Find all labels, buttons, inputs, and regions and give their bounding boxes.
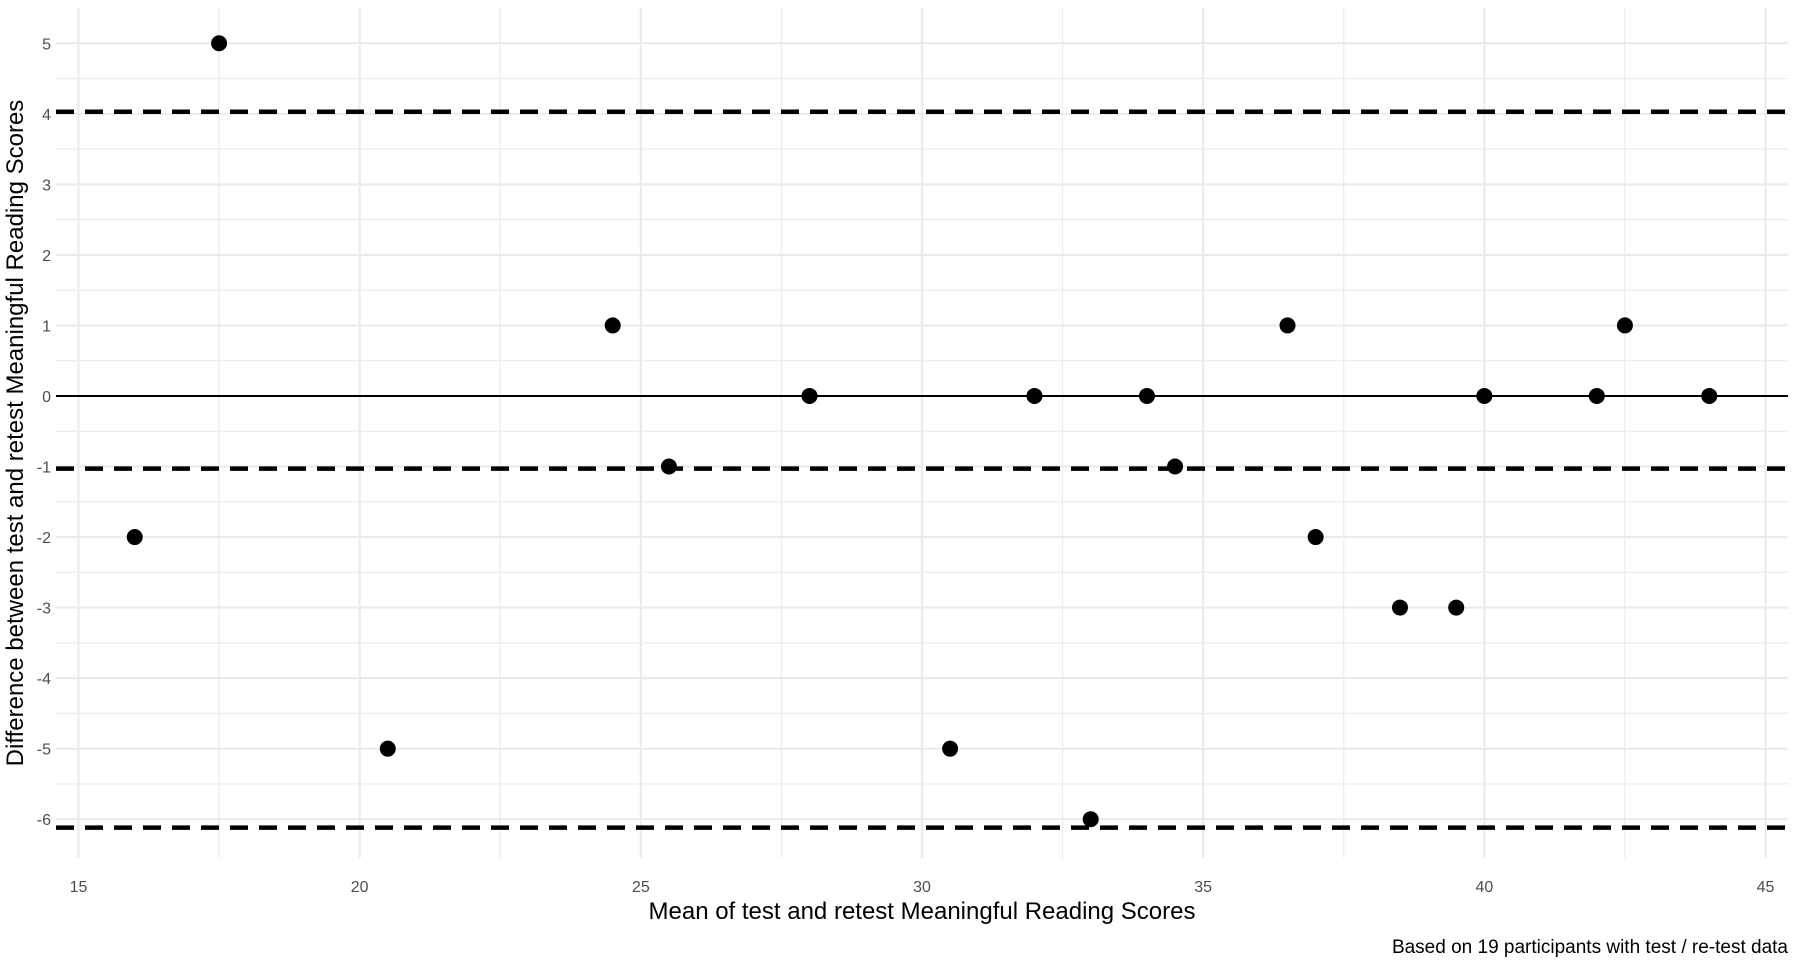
x-tick-label: 40 [1475,879,1493,896]
data-point [1391,599,1408,616]
y-tick-label: 0 [42,389,51,406]
data-point [1082,811,1099,828]
x-tick-label: 45 [1757,879,1775,896]
data-point [660,458,677,475]
y-tick-label: -5 [37,742,51,759]
x-tick-label: 25 [632,879,650,896]
y-tick-label: 1 [42,318,51,335]
data-point [604,317,621,334]
data-points [126,35,1718,828]
data-point [1138,387,1155,404]
data-point [1026,387,1043,404]
y-tick-label: -6 [37,812,51,829]
y-tick-label: -4 [37,671,51,688]
y-tick-label: -1 [37,460,51,477]
x-tick-label: 35 [1194,879,1212,896]
data-point [1616,317,1633,334]
y-tick-label: 4 [42,107,51,124]
data-point [1448,599,1465,616]
data-point [126,529,143,546]
x-tick-labels: 15 20 25 30 35 40 45 [70,879,1775,896]
x-tick-label: 20 [351,879,369,896]
y-tick-labels: 5 4 3 2 1 0 -1 -2 -3 -4 -5 -6 [37,36,51,829]
data-point [1588,387,1605,404]
chart-caption: Based on 19 participants with test / re-… [1392,937,1788,958]
data-point [1279,317,1296,334]
x-tick-label: 30 [913,879,931,896]
data-point [1476,387,1493,404]
data-point [1701,387,1718,404]
y-tick-label: 3 [42,177,51,194]
x-axis-title: Mean of test and retest Meaningful Readi… [649,898,1196,925]
y-tick-label: -3 [37,601,51,618]
reference-lines [56,109,1788,830]
y-axis-title: Difference between test and retest Meani… [2,100,29,767]
y-tick-label: -2 [37,530,51,547]
y-tick-label: 2 [42,248,51,265]
data-point [1167,458,1184,475]
data-point [379,740,396,757]
data-point [801,387,818,404]
y-tick-label: 5 [42,36,51,53]
data-point [942,740,959,757]
grid-layer [56,8,1788,858]
data-point [1307,529,1324,546]
x-tick-label: 15 [70,879,88,896]
data-point [211,35,228,52]
